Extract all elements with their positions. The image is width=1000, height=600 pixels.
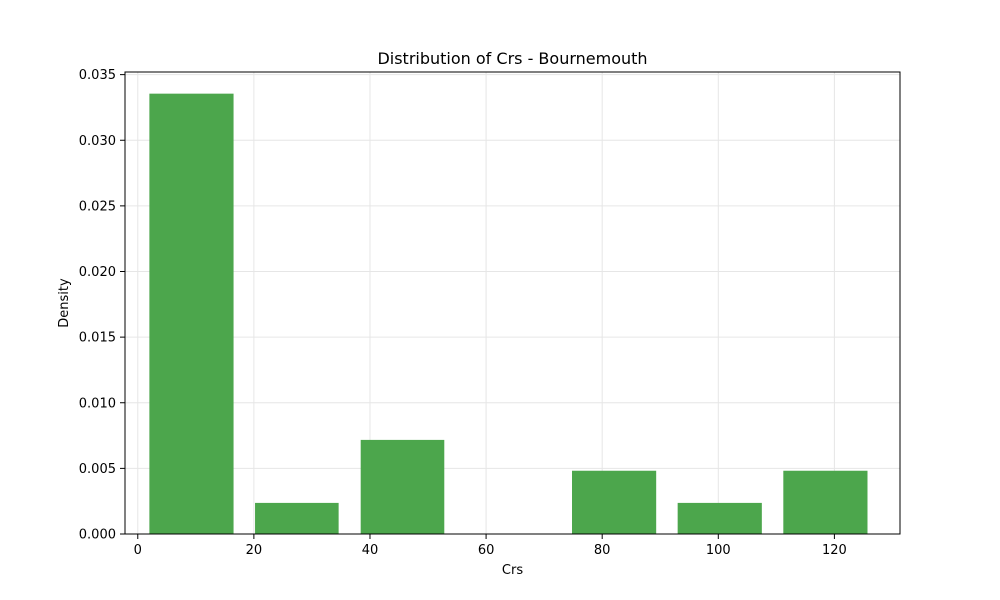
y-axis-label: Density: [57, 278, 72, 328]
y-tick-label: 0.015: [79, 331, 116, 346]
y-tick-label: 0.030: [79, 134, 116, 149]
bar-5: [677, 502, 762, 534]
y-tick-label: 0.000: [79, 528, 116, 543]
x-tick-label: 40: [362, 543, 379, 558]
y-axis-ticks: 0.000 0.005 0.010 0.015 0.020 0.025 0.030 0.035: [79, 68, 125, 543]
y-tick-label: 0.010: [79, 396, 116, 411]
x-axis-ticks: 0 20 40 60 80 100 120: [134, 534, 847, 558]
chart-title: Distribution of Crs - Bournemouth: [377, 49, 647, 68]
bars-group: [149, 93, 868, 534]
x-tick-label: 20: [246, 543, 263, 558]
plot-frame: [124, 71, 901, 535]
grid-lines: [125, 72, 900, 535]
bar-6: [783, 470, 868, 534]
y-tick-label: 0.025: [79, 199, 116, 214]
x-axis-label: Crs: [502, 563, 523, 578]
y-tick-label: 0.005: [79, 462, 116, 477]
x-tick-label: 100: [706, 543, 731, 558]
x-tick-label: 120: [822, 543, 847, 558]
bar-4: [572, 470, 657, 534]
x-tick-label: 80: [594, 543, 611, 558]
bar-0: [149, 93, 234, 534]
y-tick-label: 0.020: [79, 265, 116, 280]
x-tick-label: 60: [478, 543, 495, 558]
bar-1: [255, 502, 339, 534]
bar-2: [360, 439, 445, 534]
x-tick-label: 0: [134, 543, 142, 558]
y-tick-label: 0.035: [79, 68, 116, 83]
